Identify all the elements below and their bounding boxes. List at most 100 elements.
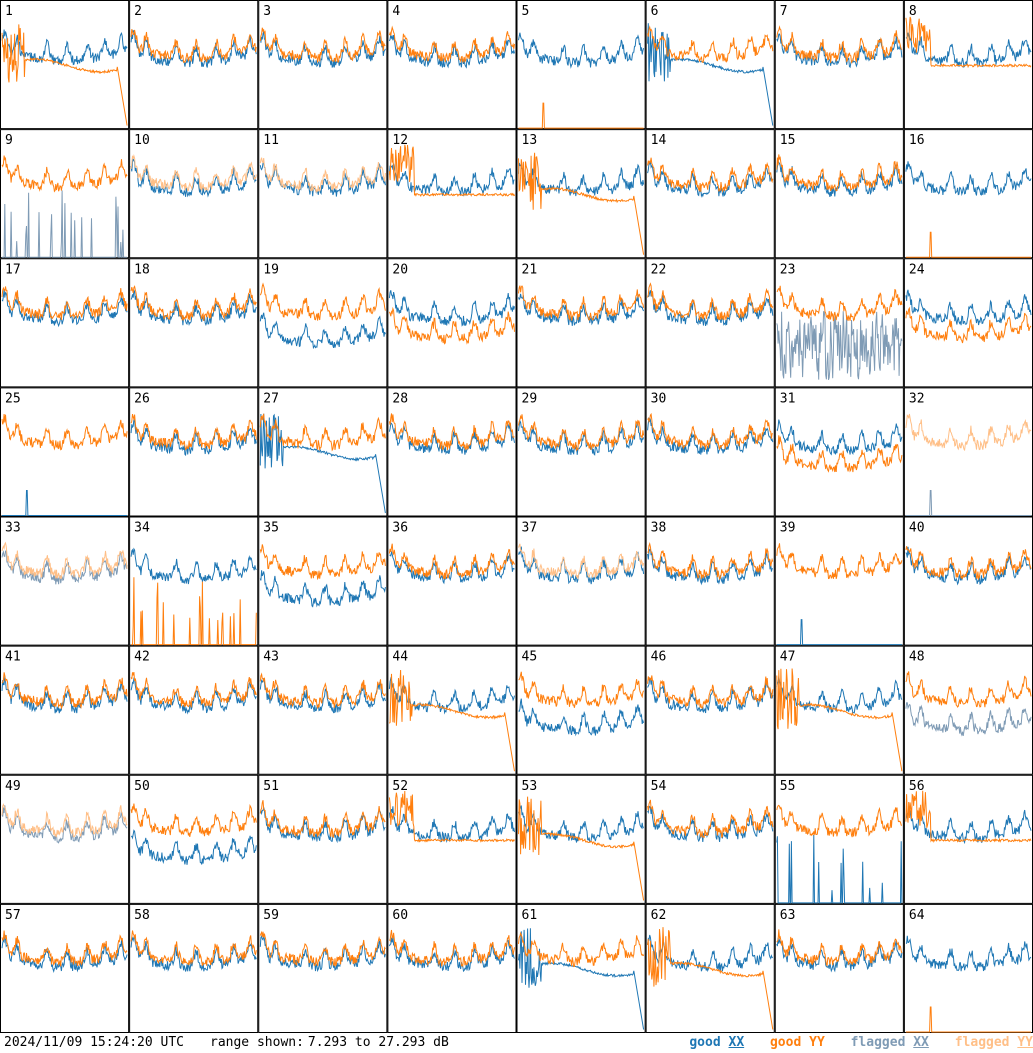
panel-label: 7 (780, 4, 788, 19)
panel-48-yy-trace (905, 671, 1032, 708)
panel-37: 37 (516, 516, 646, 646)
panel-46-xx-trace (647, 677, 774, 714)
panel-25: 25 (0, 387, 130, 517)
panel-22: 22 (645, 258, 775, 388)
panel-label: 13 (522, 133, 538, 148)
panel-54-xx-trace (647, 805, 774, 843)
panel-label: 3 (263, 4, 271, 19)
panel-frame (645, 129, 775, 259)
panel-37-yy-trace (518, 543, 645, 579)
panel-8-xx-trace (905, 32, 1032, 69)
panel-16-xx-trace (905, 161, 1032, 197)
panel-frame (258, 774, 388, 904)
panel-1-xx-trace (1, 29, 128, 66)
panel-40-xx-trace (905, 546, 1032, 586)
panel-48: 48 (903, 645, 1033, 775)
panel-24-xx-trace (905, 289, 1032, 326)
panel-29: 29 (516, 387, 646, 517)
panel-frame (0, 387, 130, 517)
panel-9-xx-trace (2, 190, 128, 258)
panel-15-xx-trace (776, 159, 903, 198)
panel-45-yy-trace (518, 671, 645, 708)
panel-39-xx-trace (776, 619, 902, 646)
panel-frame (516, 903, 646, 1033)
panel-label: 43 (263, 650, 279, 665)
panel-34-yy-trace (131, 577, 257, 646)
panel-53-yy-trace (518, 796, 645, 901)
panel-frame (516, 516, 646, 646)
panel-frame (903, 258, 1033, 388)
panel-label: 17 (5, 262, 21, 277)
panel-46: 46 (645, 645, 775, 775)
panel-20-xx-trace (388, 290, 515, 327)
panel-6-yy-trace (647, 25, 774, 64)
panel-50-yy-trace (130, 803, 257, 837)
panel-1: 1 (0, 0, 130, 130)
panel-64-yy-trace (905, 1006, 1031, 1033)
panel-2-xx-trace (130, 29, 257, 68)
panel-60-xx-trace (388, 935, 515, 973)
panel-47-yy-trace (776, 668, 903, 772)
panel-44-yy-trace (388, 669, 515, 772)
panel-label: 8 (909, 4, 917, 19)
panel-frame (903, 0, 1033, 130)
panel-frame (387, 516, 517, 646)
panel-9: 9 (0, 129, 130, 259)
panel-label: 32 (909, 391, 925, 406)
panel-31-xx-trace (776, 419, 903, 456)
panel-15: 15 (774, 129, 904, 259)
panel-4-yy-trace (388, 25, 515, 63)
panel-9-yy-trace (1, 155, 128, 193)
panel-59: 59 (258, 903, 388, 1033)
panel-58: 58 (129, 903, 259, 1033)
panel-frame (0, 0, 130, 130)
panel-52-yy-trace (388, 790, 515, 843)
panel-14-yy-trace (647, 157, 774, 193)
legend-good-yy-prefix: good (769, 1035, 810, 1050)
panel-21-yy-trace (518, 285, 645, 322)
legend-good-xx: good XX (689, 1035, 744, 1050)
panel-label: 46 (651, 650, 667, 665)
panel-32-xx-trace (905, 490, 1031, 516)
panel-5-xx-trace (518, 32, 645, 69)
timestamp-label: 2024/11/09 15:24:20 UTC (4, 1035, 185, 1050)
panel-36-yy-trace (388, 543, 515, 580)
panel-label: 61 (522, 908, 538, 923)
panel-28-yy-trace (388, 413, 515, 451)
panel-2-yy-trace (130, 29, 257, 64)
panel-frame (774, 516, 904, 646)
panel-56-xx-trace (905, 809, 1032, 845)
panel-label: 47 (780, 650, 796, 665)
panel-45-xx-trace (518, 698, 645, 737)
panel-frame (774, 129, 904, 259)
panel-label: 55 (780, 779, 796, 794)
panel-label: 1 (5, 4, 13, 19)
panel-18-yy-trace (130, 285, 257, 322)
panel-41: 41 (0, 645, 130, 775)
panel-22-yy-trace (647, 282, 774, 321)
panel-frame (903, 129, 1033, 259)
legend-good-xx-pol: XX (728, 1035, 745, 1050)
panel-frame (129, 258, 259, 388)
panel-frame (645, 0, 775, 130)
panel-11-yy-trace (259, 157, 386, 194)
panel-frame (645, 645, 775, 775)
panel-55: 55 (774, 774, 904, 904)
panel-59-yy-trace (259, 930, 386, 967)
panel-64: 64 (903, 903, 1033, 1033)
panel-label: 16 (909, 133, 925, 148)
panel-63-yy-trace (776, 929, 903, 967)
panel-23: 23 (774, 258, 904, 388)
panel-frame (645, 516, 775, 646)
panel-6: 6 (645, 0, 775, 130)
panel-frame (903, 903, 1033, 1033)
panel-13-yy-trace (518, 152, 645, 255)
panel-label: 6 (651, 4, 659, 19)
panel-label: 30 (651, 391, 667, 406)
panel-label: 40 (909, 521, 925, 536)
panel-20-yy-trace (388, 306, 515, 345)
panel-8-yy-trace (905, 16, 1032, 69)
panel-50: 50 (129, 774, 259, 904)
panel-51: 51 (258, 774, 388, 904)
